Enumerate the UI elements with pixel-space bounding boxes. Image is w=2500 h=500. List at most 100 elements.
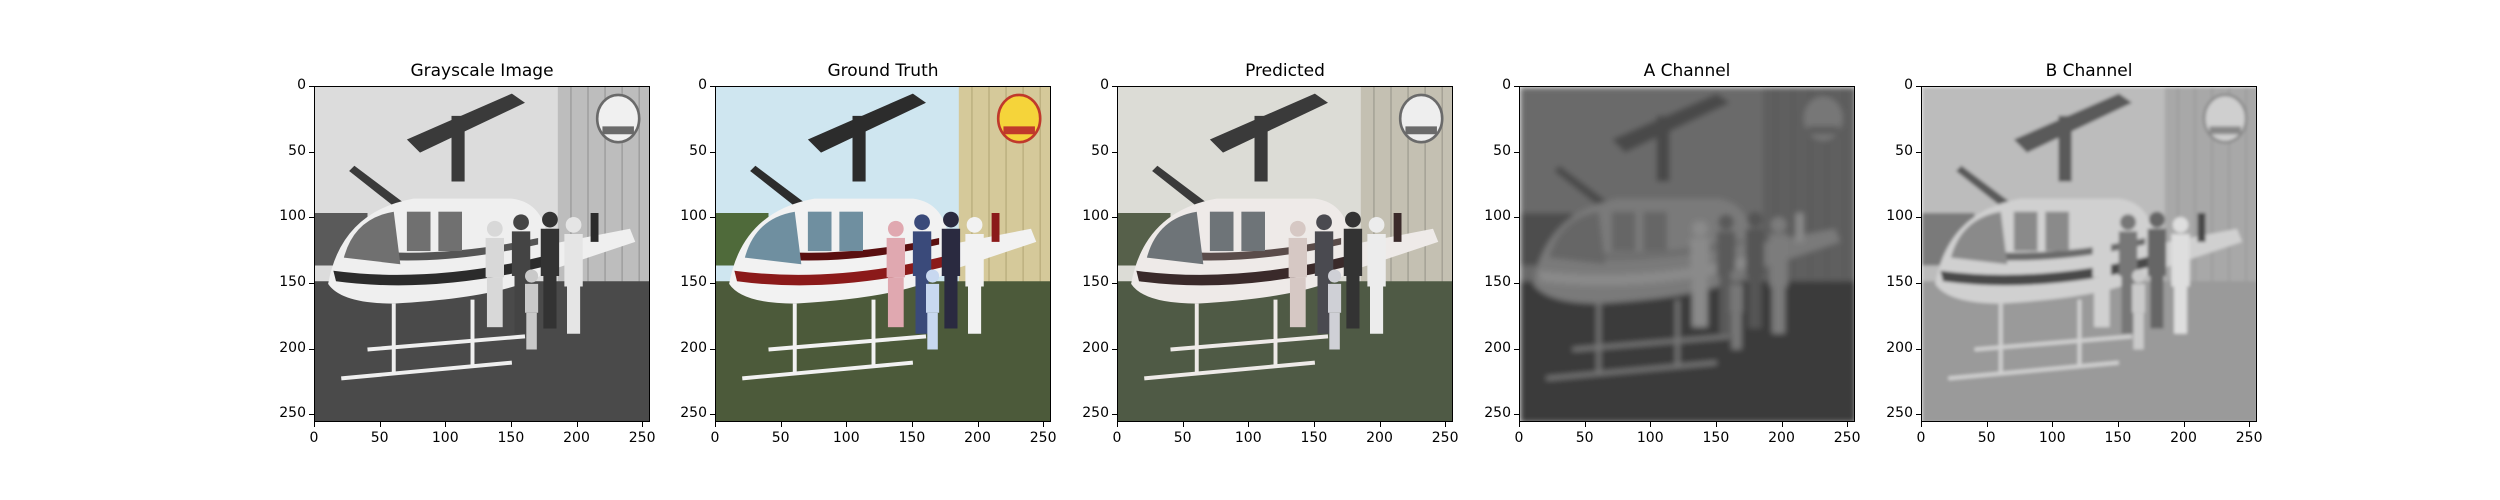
x-tick-mark xyxy=(445,422,447,427)
x-tick-label: 50 xyxy=(1173,430,1192,446)
y-tick-mark xyxy=(309,217,314,219)
x-tick-mark xyxy=(1781,422,1783,427)
x-tick-mark xyxy=(1117,422,1118,427)
predicted-image xyxy=(1117,86,1453,422)
y-tick-label: 0 xyxy=(297,77,306,93)
x-tick-label: 100 xyxy=(832,430,860,446)
x-tick-label: 200 xyxy=(1366,430,1393,446)
y-tick-mark xyxy=(1112,348,1117,350)
a-channel-image xyxy=(1519,86,1855,422)
y-tick-label: 200 xyxy=(279,339,306,356)
x-tick-label: 100 xyxy=(1636,430,1664,446)
x-tick-label: 200 xyxy=(563,430,590,446)
y-tick-label: 100 xyxy=(1886,208,1913,225)
y-tick-mark xyxy=(1112,86,1117,87)
y-tick-mark xyxy=(309,414,314,416)
x-tick-label: 0 xyxy=(309,430,319,446)
y-tick-label: 200 xyxy=(1082,339,1109,356)
y-tick-mark xyxy=(710,348,715,350)
y-tick-label: 50 xyxy=(1895,142,1913,159)
x-tick-mark xyxy=(1921,422,1922,427)
x-tick-label: 50 xyxy=(1977,430,1996,446)
x-tick-label: 50 xyxy=(1575,430,1594,446)
x-tick-mark xyxy=(846,422,848,427)
x-tick-label: 250 xyxy=(1833,430,1861,446)
x-tick-label: 150 xyxy=(497,430,525,446)
y-tick-mark xyxy=(710,86,715,87)
b-channel-title: B Channel xyxy=(2045,61,2133,81)
x-tick-mark xyxy=(1584,422,1586,427)
y-tick-mark xyxy=(1916,414,1921,416)
y-tick-label: 150 xyxy=(1082,273,1109,290)
y-tick-mark xyxy=(1916,151,1921,153)
x-tick-label: 150 xyxy=(898,430,926,446)
x-tick-label: 0 xyxy=(1112,430,1122,446)
y-tick-label: 200 xyxy=(680,339,707,356)
y-tick-mark xyxy=(710,151,715,153)
x-tick-mark xyxy=(1519,422,1520,427)
y-tick-label: 0 xyxy=(1904,77,1913,93)
y-tick-mark xyxy=(1514,414,1519,416)
y-tick-mark xyxy=(1514,217,1519,219)
x-tick-label: 50 xyxy=(771,430,790,446)
x-tick-label: 200 xyxy=(1768,430,1795,446)
y-tick-mark xyxy=(1514,151,1519,153)
predicted-title: Predicted xyxy=(1245,61,1325,81)
y-tick-label: 100 xyxy=(1484,208,1511,225)
y-tick-mark xyxy=(309,348,314,350)
x-tick-mark xyxy=(1445,422,1447,427)
x-tick-label: 200 xyxy=(2170,430,2197,446)
y-tick-mark xyxy=(309,282,314,284)
x-tick-label: 100 xyxy=(2038,430,2066,446)
x-tick-label: 100 xyxy=(431,430,459,446)
x-tick-mark xyxy=(510,422,512,427)
y-tick-mark xyxy=(1916,348,1921,350)
y-tick-mark xyxy=(710,217,715,219)
y-tick-mark xyxy=(1514,86,1519,87)
y-tick-label: 100 xyxy=(680,208,707,225)
y-tick-mark xyxy=(309,151,314,153)
ground-truth-image xyxy=(715,86,1051,422)
x-tick-mark xyxy=(911,422,913,427)
a-channel-title: A Channel xyxy=(1643,61,1731,81)
x-tick-label: 150 xyxy=(1300,430,1328,446)
x-tick-mark xyxy=(1379,422,1381,427)
y-tick-label: 50 xyxy=(288,142,306,159)
x-tick-label: 0 xyxy=(710,430,720,446)
x-tick-label: 200 xyxy=(964,430,991,446)
x-tick-mark xyxy=(642,422,644,427)
x-tick-label: 250 xyxy=(1029,430,1057,446)
x-tick-label: 150 xyxy=(2104,430,2132,446)
x-tick-mark xyxy=(1182,422,1184,427)
y-tick-mark xyxy=(1112,414,1117,416)
y-tick-label: 50 xyxy=(1091,142,1109,159)
y-tick-mark xyxy=(1514,348,1519,350)
x-tick-mark xyxy=(2117,422,2119,427)
y-tick-label: 250 xyxy=(1082,405,1109,422)
x-tick-mark xyxy=(379,422,381,427)
x-tick-mark xyxy=(1248,422,1250,427)
x-tick-label: 0 xyxy=(1916,430,1926,446)
x-tick-mark xyxy=(1650,422,1652,427)
y-tick-mark xyxy=(710,414,715,416)
y-tick-label: 100 xyxy=(1082,208,1109,225)
y-tick-label: 0 xyxy=(1502,77,1511,93)
b-channel-image xyxy=(1921,86,2257,422)
x-tick-mark xyxy=(1986,422,1988,427)
y-tick-label: 250 xyxy=(279,405,306,422)
grayscale-image-image xyxy=(314,86,650,422)
y-tick-mark xyxy=(1514,282,1519,284)
x-tick-label: 150 xyxy=(1702,430,1730,446)
x-tick-mark xyxy=(1043,422,1045,427)
x-tick-mark xyxy=(314,422,315,427)
y-tick-mark xyxy=(1916,217,1921,219)
y-tick-mark xyxy=(1112,282,1117,284)
x-tick-label: 250 xyxy=(1431,430,1459,446)
x-tick-mark xyxy=(1715,422,1717,427)
grayscale-image-title: Grayscale Image xyxy=(410,61,554,81)
x-tick-label: 100 xyxy=(1234,430,1262,446)
x-tick-mark xyxy=(1313,422,1315,427)
y-tick-label: 250 xyxy=(680,405,707,422)
y-tick-mark xyxy=(1112,151,1117,153)
